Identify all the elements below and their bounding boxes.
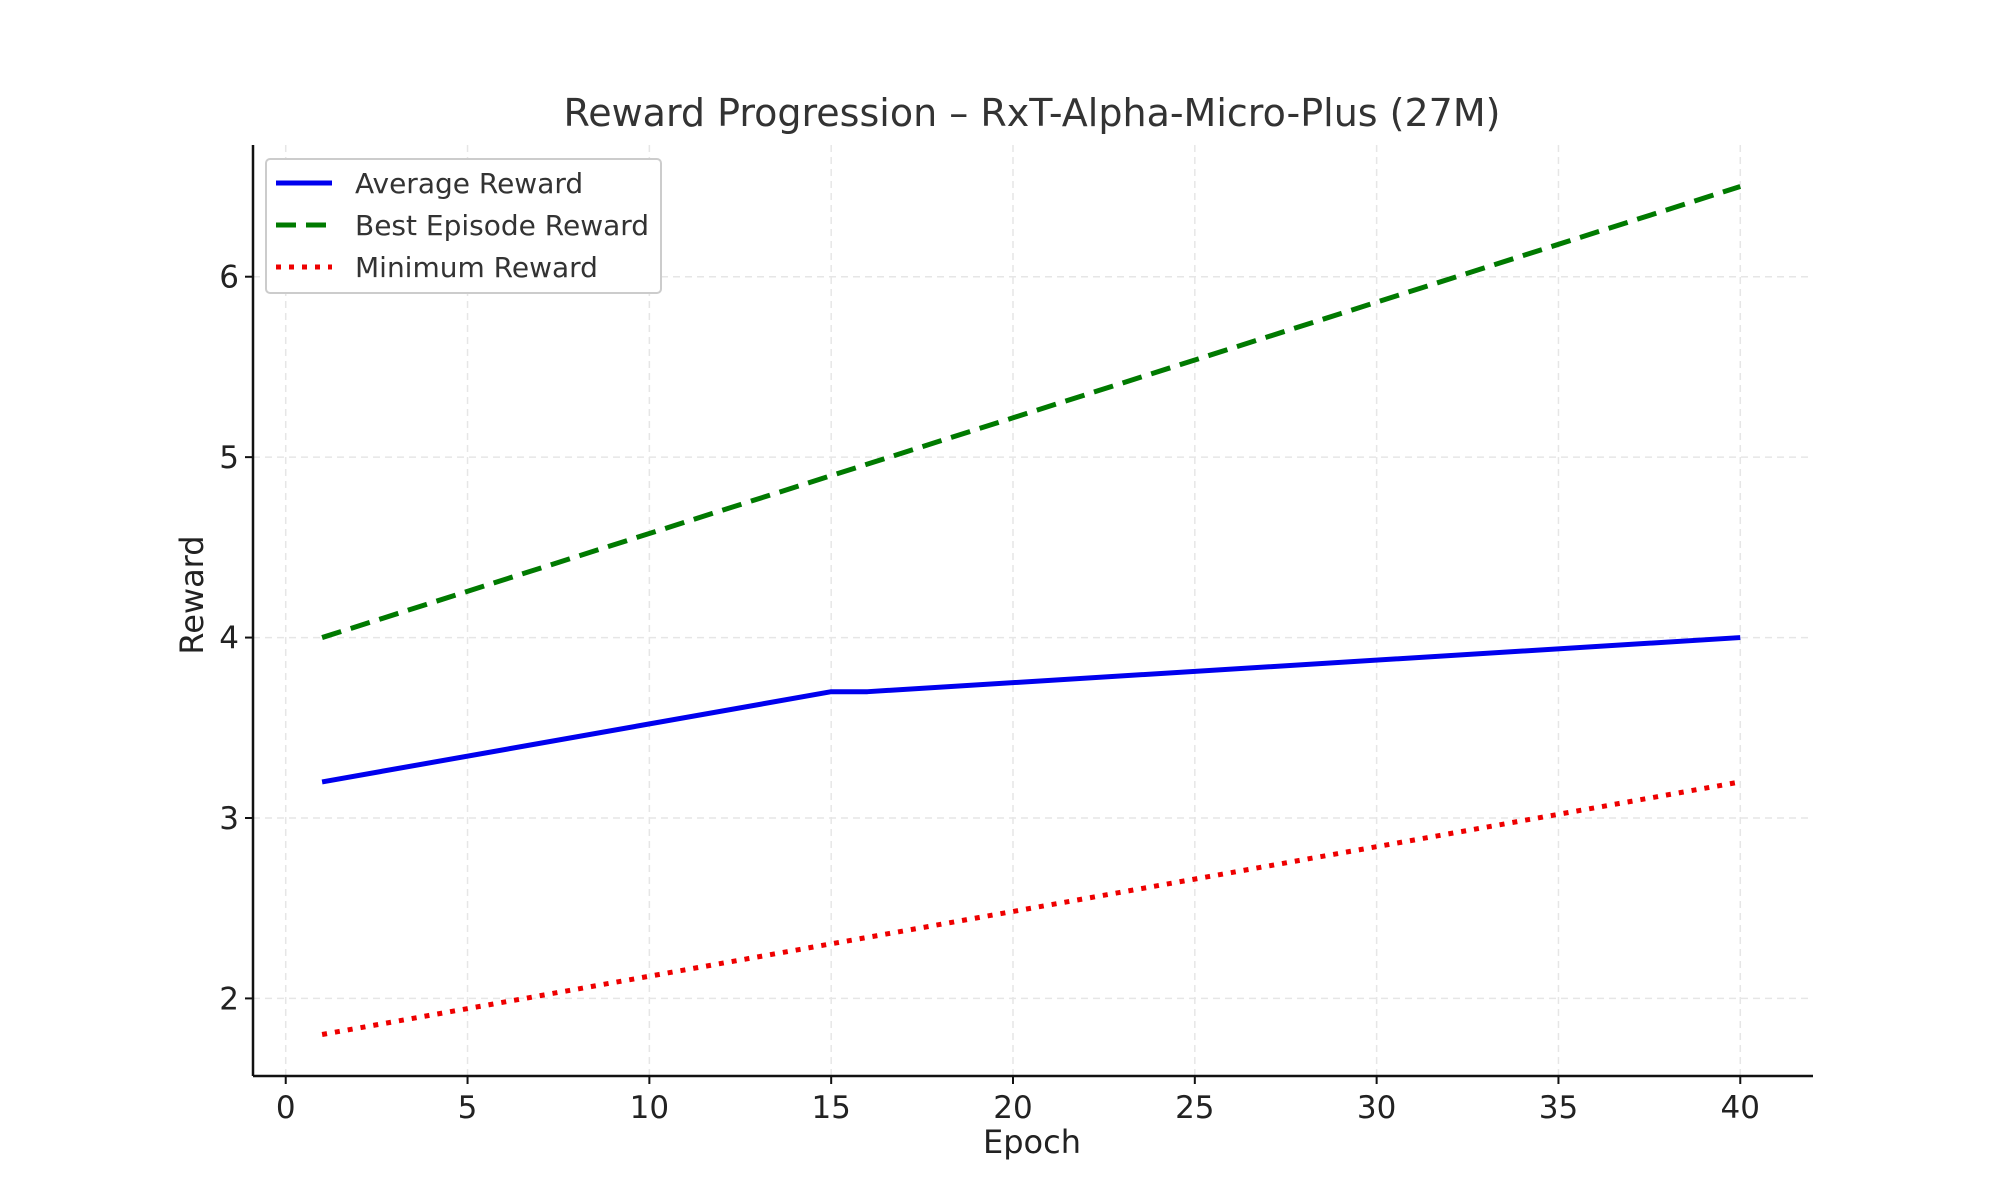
x-tick-label-4: 20 [993, 1090, 1032, 1126]
legend-label-0: Average Reward [355, 167, 583, 200]
grid [253, 145, 1813, 1076]
series-line-0 [321, 635, 1741, 785]
x-tick-label-8: 40 [1721, 1090, 1760, 1126]
x-tick-label-6: 30 [1357, 1090, 1396, 1126]
y-tick-label-0: 2 [219, 981, 239, 1017]
x-axis-ticks: 0 5 10 15 20 25 30 35 40 [276, 1076, 1760, 1126]
y-tick-label-4: 6 [219, 260, 239, 296]
chart-title: Reward Progression – RxT-Alpha-Micro-Plu… [564, 91, 1501, 135]
legend: Average Reward Best Episode Reward Minimum… [265, 158, 662, 294]
x-tick-label-0: 0 [276, 1090, 296, 1126]
legend-label-2: Minimum Reward [355, 251, 598, 284]
y-tick-label-2: 4 [219, 621, 239, 657]
x-axis-label: Epoch [983, 1123, 1081, 1161]
y-tick-label-1: 3 [219, 801, 239, 837]
x-tick-label-1: 5 [458, 1090, 478, 1126]
series-lines [321, 184, 1742, 1037]
y-axis-label: Reward [173, 535, 211, 654]
legend-box [265, 158, 662, 294]
x-tick-label-7: 35 [1539, 1090, 1578, 1126]
x-tick-label-2: 10 [630, 1090, 669, 1126]
x-tick-label-5: 25 [1175, 1090, 1214, 1126]
axes [251, 145, 1813, 1078]
series-line-2 [321, 779, 1741, 1037]
legend-label-1: Best Episode Reward [355, 209, 649, 242]
x-tick-label-3: 15 [811, 1090, 850, 1126]
y-axis-ticks: 2 3 4 5 6 [219, 260, 253, 1017]
series-line-1 [321, 184, 1742, 640]
y-tick-label-3: 5 [219, 440, 239, 476]
